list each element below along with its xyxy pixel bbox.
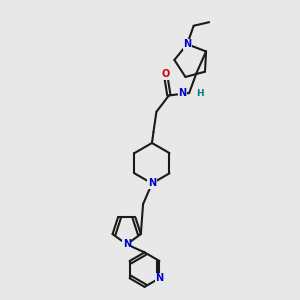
Text: N: N bbox=[178, 88, 186, 98]
Text: O: O bbox=[162, 69, 170, 79]
Text: N: N bbox=[183, 39, 191, 49]
Text: H: H bbox=[196, 88, 203, 98]
Text: N: N bbox=[155, 273, 164, 283]
Text: N: N bbox=[123, 239, 131, 249]
Text: N: N bbox=[148, 178, 156, 188]
